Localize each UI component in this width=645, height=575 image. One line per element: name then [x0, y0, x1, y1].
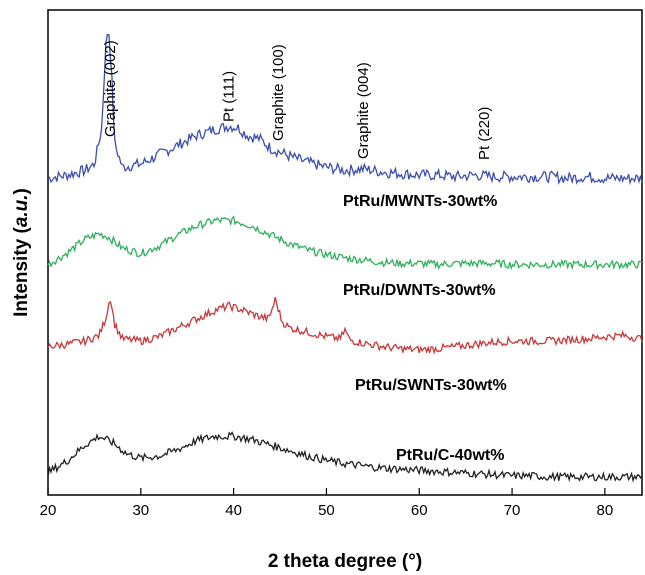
- y-axis-title: Intensity (a.u.): [11, 188, 32, 317]
- series-label: PtRu/C-40wt%: [396, 447, 504, 464]
- series-line: [47, 215, 643, 271]
- peak-annotation: Graphite (100): [270, 44, 287, 141]
- series-label: PtRu/DWNTs-30wt%: [343, 282, 496, 299]
- series-line: [47, 297, 643, 355]
- x-tick-label: 30: [132, 502, 149, 519]
- x-tick-label: 80: [597, 502, 614, 519]
- x-tick-label: 50: [318, 502, 335, 519]
- peak-annotation: Graphite (004): [355, 62, 372, 159]
- x-tick-label: 40: [225, 502, 242, 519]
- series-label: PtRu/SWNTs-30wt%: [355, 377, 507, 394]
- peak-annotation: Pt (220): [476, 107, 493, 160]
- plot-frame: [47, 9, 643, 496]
- x-axis-ticks: 20 30 40 50 60 70 80: [40, 488, 614, 519]
- x-tick-label: 60: [411, 502, 428, 519]
- series-line: [47, 431, 643, 483]
- series-lines: [47, 33, 643, 483]
- x-axis-title: 2 theta degree (°): [268, 551, 422, 572]
- series-label: PtRu/MWNTs-30wt%: [343, 193, 497, 210]
- series-labels: PtRu/MWNTs-30wt% PtRu/DWNTs-30wt% PtRu/SWN…: [343, 193, 507, 464]
- peak-annotation: Pt (111): [221, 71, 238, 122]
- peak-annotations: Graphite (002) Pt (111) Graphite (100) Grap…: [102, 40, 493, 160]
- peak-annotation: Graphite (002): [102, 40, 119, 137]
- x-tick-label: 20: [40, 502, 57, 519]
- series-line: [47, 33, 643, 186]
- x-tick-label: 70: [504, 502, 521, 519]
